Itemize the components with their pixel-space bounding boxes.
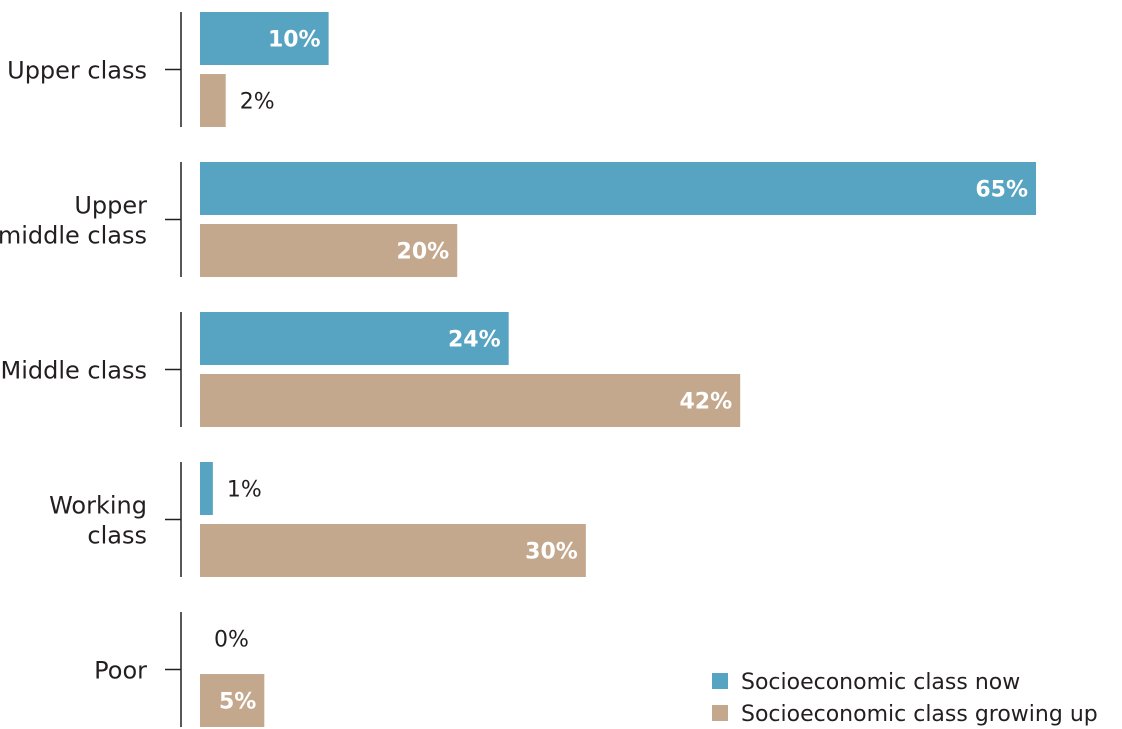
data-label: 0% (214, 628, 249, 653)
category-label: Upper (74, 192, 147, 220)
category-label: Poor (94, 657, 147, 685)
legend-label: Socioeconomic class now (741, 670, 1020, 695)
data-label: 24% (448, 328, 501, 353)
data-label: 30% (525, 540, 578, 565)
category-label: class (87, 522, 147, 550)
data-label: 2% (240, 90, 275, 115)
bar-now (200, 462, 213, 515)
category-group: Poor 0% 5% (94, 612, 265, 727)
category-label: Middle class (1, 357, 147, 385)
data-label: 20% (397, 240, 450, 265)
data-label: 5% (219, 690, 256, 715)
legend-label: Socioeconomic class growing up (741, 702, 1098, 727)
bar-growing-up (200, 374, 741, 427)
bar-growing-up (200, 74, 226, 127)
category-label: middle class (0, 222, 147, 250)
data-label: 10% (268, 28, 321, 53)
bar-growing-up (200, 524, 586, 577)
category-group: Middle class 24% 42% (1, 312, 741, 427)
data-label: 42% (680, 390, 733, 415)
bar-now (200, 312, 509, 365)
bar-growing-up (200, 674, 265, 727)
bar-now (200, 162, 1036, 215)
data-label: 1% (227, 478, 262, 503)
legend-swatch (712, 705, 728, 721)
legend: Socioeconomic class now Socioeconomic cla… (712, 670, 1098, 727)
data-label: 65% (975, 178, 1028, 203)
category-label: Upper class (7, 57, 147, 85)
bar-growing-up (200, 224, 458, 277)
bar-now (200, 12, 329, 65)
category-label: Working (49, 492, 147, 520)
category-group: Upper class 10% 2% (7, 12, 329, 127)
legend-swatch (712, 673, 728, 689)
